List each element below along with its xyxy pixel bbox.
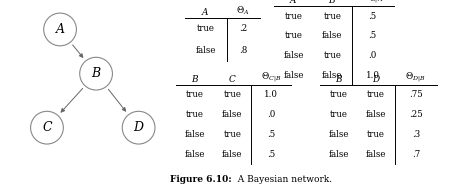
Text: B: B: [91, 67, 100, 80]
Text: true: true: [323, 12, 341, 21]
Text: true: true: [186, 110, 204, 119]
Text: .5: .5: [368, 12, 376, 21]
Text: .75: .75: [408, 90, 422, 99]
Text: 1.0: 1.0: [365, 71, 379, 80]
Text: .2: .2: [238, 24, 247, 33]
Text: C: C: [42, 121, 52, 134]
Text: .0: .0: [267, 110, 275, 119]
Text: $B$: $B$: [327, 0, 336, 5]
Text: .7: .7: [411, 150, 419, 159]
Text: 1.0: 1.0: [264, 90, 278, 99]
Circle shape: [31, 111, 63, 144]
Text: false: false: [222, 150, 242, 159]
Text: true: true: [284, 31, 302, 40]
Text: false: false: [184, 150, 205, 159]
Text: false: false: [321, 31, 342, 40]
Text: $\Theta_{B|A}$: $\Theta_{B|A}$: [362, 0, 382, 5]
Text: false: false: [184, 130, 205, 139]
Text: true: true: [196, 24, 214, 33]
Text: D: D: [133, 121, 144, 134]
Circle shape: [44, 13, 76, 46]
Text: false: false: [195, 46, 216, 55]
Text: true: true: [284, 12, 302, 21]
Text: false: false: [365, 110, 386, 119]
Text: Figure 6.10:: Figure 6.10:: [170, 175, 232, 184]
Text: $A$: $A$: [288, 0, 297, 5]
Text: .8: .8: [238, 46, 247, 55]
Text: .5: .5: [368, 31, 376, 40]
Text: $A$: $A$: [201, 6, 210, 17]
Text: $D$: $D$: [371, 73, 380, 84]
Text: $C$: $C$: [228, 73, 236, 84]
Text: false: false: [222, 110, 242, 119]
Text: $\Theta_{C|B}$: $\Theta_{C|B}$: [260, 70, 281, 84]
Text: $B$: $B$: [334, 73, 342, 84]
Text: .5: .5: [267, 130, 275, 139]
Text: .25: .25: [408, 110, 422, 119]
Text: A Bayesian network.: A Bayesian network.: [232, 175, 332, 184]
Text: true: true: [329, 110, 347, 119]
Text: .3: .3: [411, 130, 419, 139]
Text: true: true: [329, 90, 347, 99]
Text: true: true: [367, 130, 384, 139]
Text: false: false: [365, 150, 386, 159]
Circle shape: [122, 111, 155, 144]
Text: true: true: [223, 90, 241, 99]
Text: true: true: [323, 51, 341, 60]
Text: false: false: [283, 51, 303, 60]
Text: true: true: [367, 90, 384, 99]
Text: .5: .5: [267, 150, 275, 159]
Text: .0: .0: [368, 51, 376, 60]
Text: $B$: $B$: [190, 73, 199, 84]
Circle shape: [80, 57, 112, 90]
Text: true: true: [186, 90, 204, 99]
Text: false: false: [283, 71, 303, 80]
Text: $\Theta_A$: $\Theta_A$: [236, 4, 250, 17]
Text: false: false: [328, 150, 348, 159]
Text: false: false: [328, 130, 348, 139]
Text: false: false: [321, 71, 342, 80]
Text: $\Theta_{D|B}$: $\Theta_{D|B}$: [405, 70, 425, 84]
Text: A: A: [56, 23, 64, 36]
Text: true: true: [223, 130, 241, 139]
